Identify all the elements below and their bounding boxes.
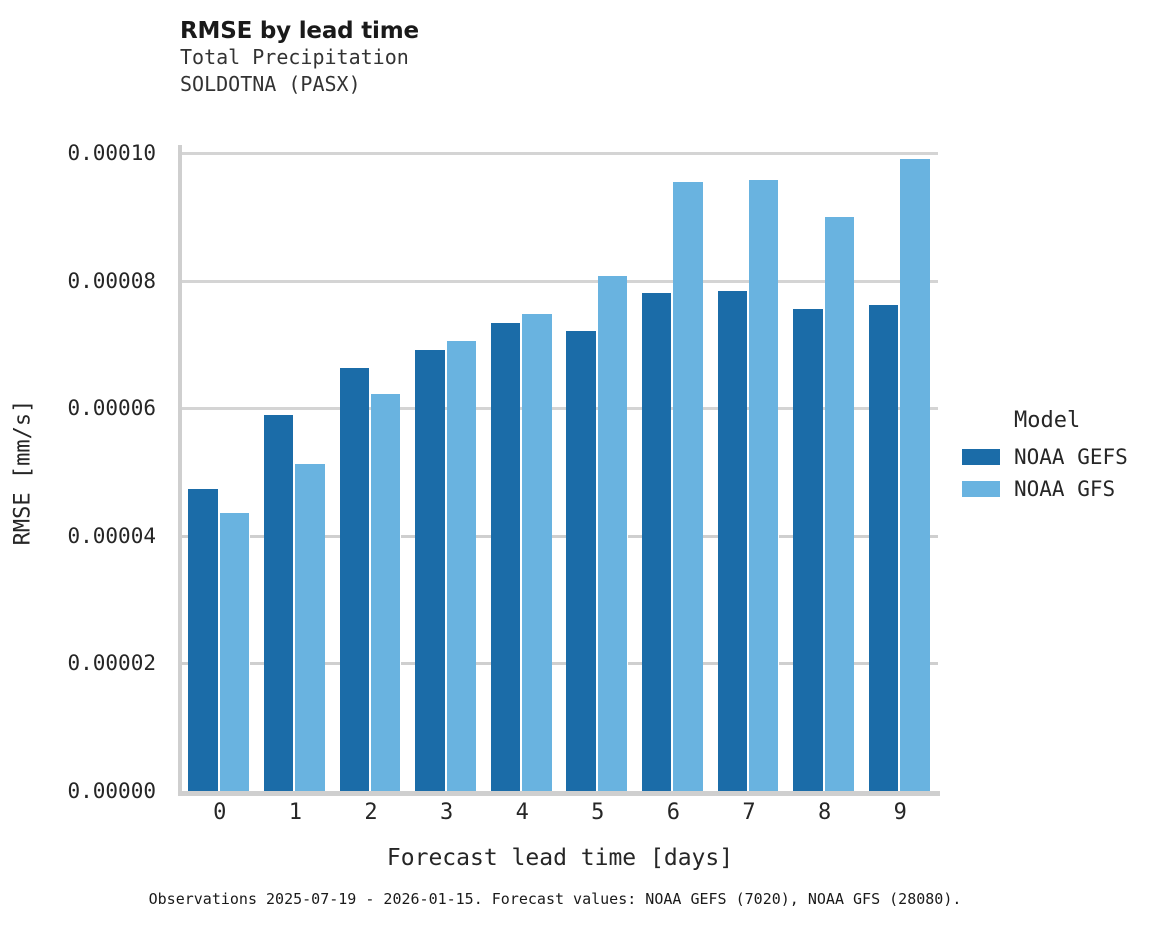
x-tick-label: 8 [817,800,832,825]
bar-noaa-gfs-day-8[interactable] [824,217,854,791]
bar-noaa-gefs-day-6[interactable] [642,293,672,791]
y-tick-label: 0.00004 [67,523,156,548]
x-axis-title: Forecast lead time [days] [386,845,734,871]
bar-noaa-gfs-day-7[interactable] [748,180,779,791]
bar-group [182,153,258,791]
legend-item-noaa-gefs[interactable]: NOAA GEFS [962,442,1174,471]
chart-subtitle-variable: Total Precipitation [180,45,409,69]
bar-group [484,153,560,791]
bar-noaa-gefs-day-8[interactable] [793,308,823,791]
gridline [182,407,938,411]
gridline [182,279,938,283]
bar-series-container [182,153,938,791]
x-tick-label: 0 [213,800,227,825]
x-tick-label: 5 [591,800,605,825]
y-tick-label: 0.00002 [67,651,156,676]
x-tick-label: 1 [288,800,303,825]
footer-note: Observations 2025-07-19 - 2026-01-15. Fo… [148,890,962,908]
legend-label-noaa-gefs: NOAA GEFS [1014,444,1128,469]
bar-group [258,153,334,791]
bar-noaa-gfs-day-3[interactable] [446,340,476,791]
chart-subtitle-station: SOLDOTNA (PASX) [180,72,361,96]
page-title: RMSE by lead time [180,18,419,44]
bar-noaa-gefs-day-3[interactable] [415,349,445,791]
legend-label-noaa-gfs: NOAA GFS [1014,476,1116,501]
y-axis-line [178,145,182,795]
bar-noaa-gefs-day-2[interactable] [339,368,369,791]
bar-noaa-gfs-day-5[interactable] [597,276,628,791]
gridline [182,152,938,155]
bar-noaa-gfs-day-0[interactable] [219,513,250,791]
y-tick-label: 0.00010 [67,141,156,165]
legend-title: Model [1014,408,1081,433]
legend-swatch-icon-noaa-gefs [962,448,1000,465]
bar-group [560,153,636,791]
x-tick-label: 3 [439,800,454,825]
bar-noaa-gefs-day-7[interactable] [717,290,747,791]
bar-group [636,153,712,791]
x-tick-label: 4 [515,800,529,825]
bar-group [409,153,485,791]
bar-noaa-gefs-day-4[interactable] [490,322,521,791]
legend-item-noaa-gfs[interactable]: NOAA GFS [962,474,1174,503]
bar-noaa-gefs-day-5[interactable] [566,331,596,791]
bar-noaa-gefs-day-9[interactable] [868,305,899,791]
y-tick-label: 0.00000 [67,779,156,803]
bar-group [787,153,863,791]
x-axis-tick-labels: 0 1 2 3 4 5 6 7 8 9 [182,800,938,834]
bar-group [711,153,787,791]
x-tick-label: 9 [893,800,907,825]
bar-noaa-gefs-day-0[interactable] [188,489,218,791]
y-tick-label: 0.00006 [67,396,156,421]
x-axis-line [178,791,940,796]
y-tick-label: 0.00008 [67,268,156,293]
plot-area [178,145,940,796]
bar-noaa-gfs-day-4[interactable] [522,313,552,791]
bar-noaa-gfs-day-6[interactable] [673,181,703,791]
bar-noaa-gfs-day-1[interactable] [295,463,325,791]
x-tick-label: 2 [364,800,378,825]
bar-noaa-gfs-day-2[interactable] [370,394,401,791]
bar-noaa-gefs-day-1[interactable] [264,414,294,791]
title-block: RMSE by lead time Total Precipitation SO… [180,18,419,98]
bar-group [862,153,938,791]
bar-group [333,153,409,791]
x-tick-label: 7 [742,800,756,825]
legend: Model NOAA GEFS NOAA GFS [962,408,1174,506]
y-axis-tick-labels: 0.00000 0.00002 0.00004 0.00006 0.00008 0.000… [0,141,170,803]
x-tick-label: 6 [666,800,681,825]
legend-swatch-icon-noaa-gfs [962,480,1000,497]
bar-noaa-gfs-day-9[interactable] [900,159,930,791]
